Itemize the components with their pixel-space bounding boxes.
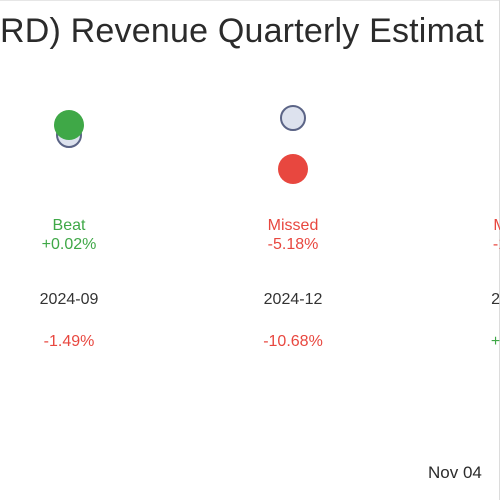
surprise-label: -1: [492, 236, 500, 253]
status-label: Missed: [267, 217, 319, 234]
period-column: M -1 20 +0: [420, 0, 500, 500]
actual-marker: [278, 154, 308, 185]
date-label: Nov 04: [428, 463, 482, 482]
period-label: 2024-12: [263, 291, 323, 308]
period-column: Beat +0.02% 2024-09 -1.49%: [0, 0, 149, 500]
top-divider: [0, 0, 500, 1]
surprise-label: -5.18%: [267, 236, 319, 253]
period-label: 2024-09: [39, 291, 99, 308]
period-column: Missed -5.18% 2024-12 -10.68%: [213, 0, 373, 500]
price-change-label: -1.49%: [43, 333, 95, 350]
actual-marker: [54, 109, 84, 140]
price-change-label: +0: [490, 333, 500, 350]
status-label: M: [493, 217, 500, 234]
period-label: 20: [491, 291, 500, 308]
estimate-marker: [280, 105, 306, 131]
price-change-label: -10.68%: [263, 333, 323, 350]
surprise-label: +0.02%: [41, 236, 97, 253]
chart-title: RD) Revenue Quarterly Estimat: [0, 12, 484, 50]
status-label: Beat: [52, 217, 86, 234]
